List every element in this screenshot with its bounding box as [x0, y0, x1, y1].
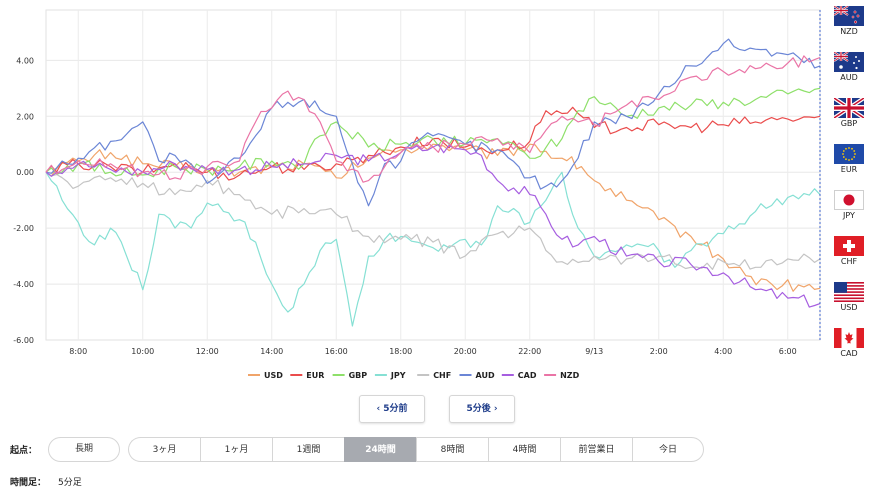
flag-code-aud: AUD [840, 73, 858, 82]
series-line-usd [45, 143, 821, 292]
au-flag-icon [834, 52, 864, 72]
plot-frame [45, 9, 821, 341]
x-tick-label: 2:00 [650, 347, 668, 356]
origin-option-7[interactable]: 今日 [632, 437, 704, 462]
y-tick-label: -2.00 [13, 224, 34, 233]
y-tick-label: -4.00 [13, 280, 34, 289]
origin-option-4[interactable]: 8時間 [416, 437, 488, 462]
timeframe-value: 5分足 [58, 478, 82, 488]
flag-item-aud[interactable]: AUD [829, 52, 869, 94]
x-tick-label: 18:00 [389, 347, 412, 356]
currency-strength-chart: 4.00 2.00 0.00 -2.00 -4.00 -6.00 8:00 10:00 12:… [13, 9, 821, 380]
x-tick-label: 8:00 [69, 347, 87, 356]
y-tick-label: 0.00 [16, 168, 34, 177]
long-term-button[interactable]: 長期 [48, 437, 120, 462]
chart-series [45, 38, 821, 327]
y-tick-label: 2.00 [16, 112, 34, 121]
flag-item-usd[interactable]: USD [829, 282, 869, 324]
legend-label-cad[interactable]: CAD [518, 371, 537, 380]
series-line-chf [45, 171, 821, 270]
legend-label-chf[interactable]: CHF [433, 371, 451, 380]
legend-label-nzd[interactable]: NZD [560, 371, 579, 380]
series-line-gbp [45, 87, 821, 178]
legend-label-jpy[interactable]: JPY [390, 371, 406, 380]
flag-code-jpy: JPY [843, 211, 855, 220]
gb-flag-icon [834, 98, 864, 118]
x-axis: 8:00 10:00 12:00 14:00 16:00 18:00 20:00 22:00 9… [69, 347, 796, 356]
origin-option-6[interactable]: 前営業日 [560, 437, 632, 462]
origin-option-3[interactable]: 24時間 [344, 437, 416, 462]
origin-option-0[interactable]: 3ヶ月 [128, 437, 200, 462]
flag-item-cad[interactable]: CAD [829, 328, 869, 370]
x-tick-label: 14:00 [260, 347, 283, 356]
chart-grid [45, 9, 821, 341]
legend-label-gbp[interactable]: GBP [349, 371, 368, 380]
x-tick-label: 16:00 [325, 347, 348, 356]
origin-option-1[interactable]: 1ヶ月 [200, 437, 272, 462]
y-axis: 4.00 2.00 0.00 -2.00 -4.00 -6.00 [13, 56, 34, 345]
ca-flag-icon [834, 328, 864, 348]
flag-item-eur[interactable]: EUR [829, 144, 869, 186]
series-line-cad [45, 143, 821, 308]
x-tick-label: 4:00 [714, 347, 732, 356]
origin-label: 起点： [10, 446, 38, 456]
origin-option-2[interactable]: 1週間 [272, 437, 344, 462]
x-tick-label: 10:00 [131, 347, 154, 356]
series-line-jpy [45, 171, 821, 327]
flag-code-usd: USD [840, 303, 858, 312]
flag-code-gbp: GBP [840, 119, 858, 128]
x-tick-label: 6:00 [779, 347, 797, 356]
series-line-nzd [45, 55, 821, 183]
timeframe-label: 時間足： [10, 478, 47, 488]
jp-flag-icon [834, 190, 864, 210]
ch-flag-icon [834, 236, 864, 256]
chart-legend: USD EUR GBP JPY CHF AUD CAD NZD [248, 371, 580, 380]
y-tick-label: -6.00 [13, 336, 34, 345]
legend-label-aud[interactable]: AUD [476, 371, 495, 380]
legend-label-eur[interactable]: EUR [306, 371, 324, 380]
flag-item-nzd[interactable]: NZD [829, 6, 869, 48]
flag-item-jpy[interactable]: JPY [829, 190, 869, 232]
x-tick-label: 20:00 [454, 347, 477, 356]
eu-flag-icon [834, 144, 864, 164]
flag-item-gbp[interactable]: GBP [829, 98, 869, 140]
x-tick-label: 22:00 [518, 347, 541, 356]
origin-option-5[interactable]: 4時間 [488, 437, 560, 462]
flag-item-chf[interactable]: CHF [829, 236, 869, 278]
next-5min-button[interactable]: 5分後 › [449, 395, 515, 423]
y-tick-label: 4.00 [16, 56, 34, 65]
nz-flag-icon [834, 6, 864, 26]
us-flag-icon [834, 282, 864, 302]
x-tick-label: 9/13 [585, 347, 603, 356]
flag-code-cad: CAD [840, 349, 858, 358]
prev-5min-button[interactable]: ‹ 5分前 [359, 395, 425, 423]
x-tick-label: 12:00 [196, 347, 219, 356]
flag-code-chf: CHF [840, 257, 858, 266]
legend-label-usd[interactable]: USD [264, 371, 283, 380]
flag-code-eur: EUR [840, 165, 858, 174]
series-line-aud [45, 38, 821, 207]
flag-code-nzd: NZD [840, 27, 858, 36]
